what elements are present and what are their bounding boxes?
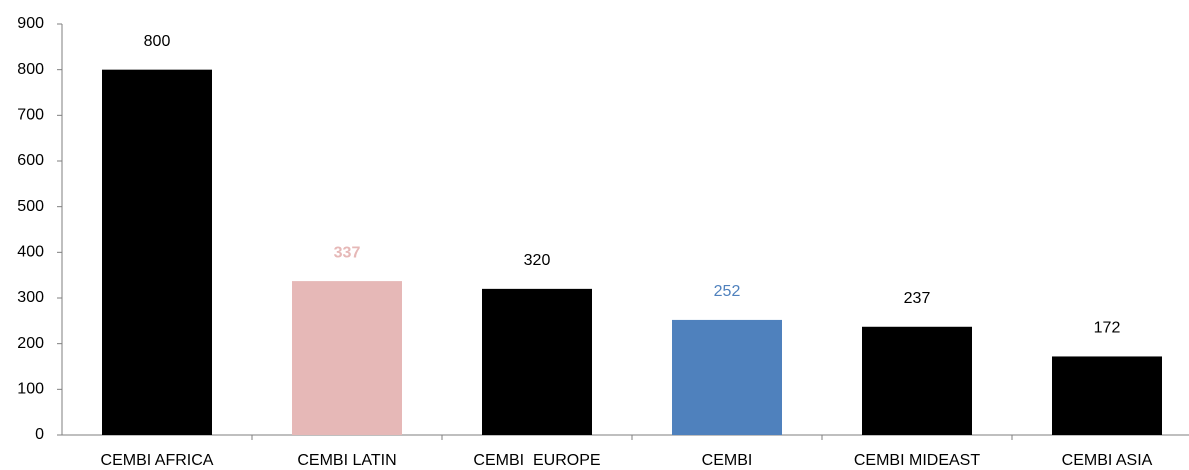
bar bbox=[102, 69, 212, 436]
value-label: 800 bbox=[144, 33, 171, 50]
y-tick-label: 0 bbox=[35, 426, 44, 443]
y-tick-label: 600 bbox=[17, 152, 44, 169]
value-label: 337 bbox=[334, 244, 361, 261]
bar bbox=[482, 288, 592, 435]
bar bbox=[1052, 356, 1162, 435]
value-label: 237 bbox=[904, 290, 931, 307]
value-label: 172 bbox=[1094, 320, 1121, 337]
x-tick-label: CEMBI bbox=[702, 452, 753, 469]
y-tick-label: 200 bbox=[17, 335, 44, 352]
y-tick-label: 900 bbox=[17, 15, 44, 32]
y-tick-label: 300 bbox=[17, 289, 44, 306]
value-label: 252 bbox=[714, 283, 741, 300]
x-tick-label: CEMBI LATIN bbox=[297, 452, 396, 469]
y-tick-label: 700 bbox=[17, 107, 44, 124]
y-tick-label: 100 bbox=[17, 381, 44, 398]
y-tick-label: 400 bbox=[17, 244, 44, 261]
x-tick-label: CEMBI AFRICA bbox=[101, 452, 214, 469]
x-tick-label: CEMBI ASIA bbox=[1062, 452, 1153, 469]
bar bbox=[672, 319, 782, 435]
y-tick-label: 500 bbox=[17, 198, 44, 215]
bar bbox=[862, 326, 972, 435]
y-tick-label: 800 bbox=[17, 61, 44, 78]
bar bbox=[292, 281, 402, 435]
x-tick-label: CEMBI MIDEAST bbox=[854, 452, 980, 469]
value-label: 320 bbox=[524, 252, 551, 269]
x-tick-label: CEMBI EUROPE bbox=[473, 452, 600, 469]
